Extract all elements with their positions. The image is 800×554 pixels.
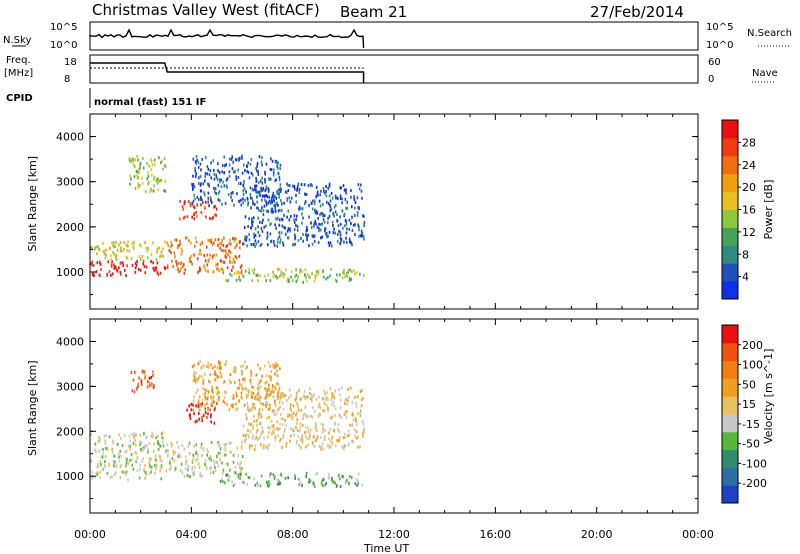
velocity-panel: 1000 2000 3000 4000 Slant Range [km] 200 100 50…	[26, 318, 775, 514]
colorbar-tick-label: 24	[742, 159, 756, 172]
data-region	[242, 182, 366, 248]
colorbar-segment	[722, 485, 738, 504]
x-tick-label: 20:00	[581, 528, 613, 541]
y-tick-label: 3000	[56, 176, 84, 189]
data-region	[191, 359, 281, 412]
colorbar-tick-label: 12	[742, 226, 756, 239]
noise-tick-bottom-right: 10^0	[706, 40, 733, 51]
colorbar-segment	[722, 396, 738, 415]
colorbar-tick-label: -50	[742, 438, 760, 451]
data-region	[186, 400, 218, 425]
panel-frame	[89, 318, 699, 514]
data-region	[220, 267, 365, 284]
y-axis-title: Slant Range [km]	[26, 360, 39, 456]
data-region	[90, 259, 166, 278]
x-tick-label: 08:00	[277, 528, 309, 541]
y-tick-label: 3000	[56, 380, 84, 393]
data-region	[166, 236, 243, 275]
y-tick-label: 1000	[56, 470, 84, 483]
station-title: Christmas Valley West (fitACF)	[92, 1, 320, 19]
noise-trace	[89, 28, 365, 49]
y-tick-label: 1000	[56, 266, 84, 279]
data-region	[166, 440, 244, 479]
colorbar-segment	[722, 209, 738, 228]
nsearch-label: N.Search	[747, 28, 792, 39]
colorbar-tick-label: 50	[742, 378, 756, 391]
x-tick-label: 16:00	[479, 528, 511, 541]
colorbar-tick-label: -200	[742, 477, 767, 490]
colorbar-segment	[722, 137, 738, 157]
colorbar-tick-label: 20	[742, 181, 756, 194]
colorbar-frame	[721, 324, 739, 504]
y-tick-label: 2000	[56, 221, 84, 234]
colorbar-segment	[722, 263, 738, 282]
date-label: 27/Feb/2014	[590, 3, 684, 21]
colorbar-segment	[722, 173, 738, 193]
data-region	[90, 240, 166, 262]
colorbar-tick-label: -100	[742, 457, 767, 470]
nave-tick-bottom: 0	[708, 74, 714, 85]
colorbar-segment	[722, 245, 738, 264]
beam-label: Beam 21	[340, 3, 407, 21]
colorbar-title: Power [dB]	[762, 180, 775, 240]
colorbar-title: Velocity [m s^-1]	[762, 349, 775, 444]
noise-tick-top-right: 10^5	[706, 22, 733, 33]
nave-tick-top: 60	[708, 57, 721, 68]
y-tick-label: 4000	[56, 131, 84, 144]
freq-label: Freq.	[6, 55, 31, 66]
freq-trace	[90, 62, 365, 83]
nave-label: Nave	[752, 68, 778, 79]
colorbar-segment	[722, 431, 738, 451]
cpid-value: normal (fast) 151 IF	[94, 97, 206, 108]
colorbar-tick-label: 15	[742, 398, 756, 411]
colorbar-tick-label: 8	[742, 248, 749, 261]
x-tick-label: 12:00	[378, 528, 410, 541]
colorbar-tick-label: 16	[742, 204, 756, 217]
colorbar-tick-label: 28	[742, 136, 756, 149]
noise-tick-top: 10^5	[50, 22, 77, 33]
colorbar-tick-label: 200	[742, 339, 763, 352]
freq-unit-label: [MHz]	[4, 68, 33, 79]
colorbar-segment	[722, 281, 738, 300]
x-tick-label: 00:00	[74, 528, 106, 541]
power-panel: 1000 2000 3000 4000 Slant Range [km] 4 8 12 16 20…	[26, 113, 775, 310]
colorbar-segment	[722, 467, 738, 486]
cpid-label: CPID	[6, 93, 33, 104]
colorbar-segment	[722, 449, 738, 468]
data-region	[90, 431, 168, 482]
x-tick-label: 04:00	[175, 528, 207, 541]
time-axis-labels: 00:00 04:00 08:00 12:00 16:00 20:00 00:00	[74, 528, 714, 541]
data-region	[128, 154, 167, 194]
colorbar-segment	[722, 342, 738, 362]
nsky-label: N.Sky	[3, 35, 31, 46]
data-region	[130, 369, 155, 394]
panel-frame	[89, 113, 699, 310]
colorbar-tick-label: -15	[742, 418, 760, 431]
noise-tick-bottom: 10^0	[50, 40, 77, 51]
freq-strip-frame	[89, 54, 699, 84]
x-tick-label: 00:00	[682, 528, 714, 541]
colorbar-segment	[722, 414, 738, 433]
colorbar-segment	[722, 191, 738, 210]
colorbar-segment	[722, 378, 738, 397]
y-tick-label: 2000	[56, 425, 84, 438]
colorbar-segment	[722, 360, 738, 379]
colorbar-segment	[722, 227, 738, 246]
x-axis-title: Time UT	[363, 542, 409, 554]
colorbar-segment	[722, 325, 738, 344]
y-axis-title: Slant Range [km]	[26, 156, 39, 252]
colorbar-segment	[722, 120, 738, 139]
data-region	[191, 154, 282, 208]
data-region	[219, 471, 363, 489]
freq-tick-bottom: 8	[64, 74, 70, 85]
data-region	[179, 199, 218, 221]
colorbar-tick-label: 4	[742, 271, 749, 284]
colorbar-tick-label: 100	[742, 359, 763, 372]
freq-tick-top: 18	[64, 57, 77, 68]
y-tick-label: 4000	[56, 335, 84, 348]
data-region	[242, 386, 365, 452]
colorbar-segment	[722, 155, 738, 175]
